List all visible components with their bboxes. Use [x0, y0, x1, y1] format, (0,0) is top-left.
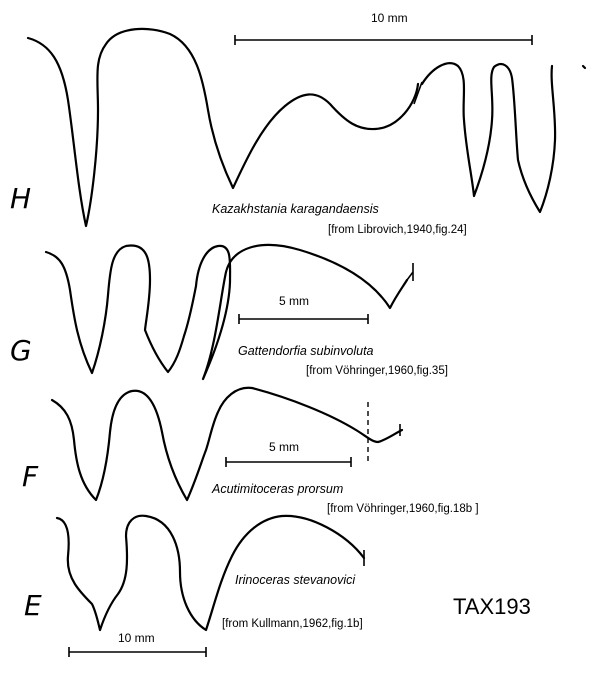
suture-line-h	[26, 27, 420, 228]
suture-h-break-mark	[413, 81, 423, 105]
suture-line-g	[44, 243, 409, 381]
plate-code: TAX193	[453, 594, 531, 619]
scale-bar-g-label: 5 mm	[279, 294, 309, 308]
suture-line-e	[55, 514, 366, 632]
suture-line-f	[50, 386, 404, 502]
suture-g-source: [from Vöhringer,1960,fig.35]	[306, 365, 448, 377]
suture-h-group: 10 mm H Kazakhstania karagandaensis [fro…	[10, 11, 587, 236]
scale-bar-f-label: 5 mm	[269, 440, 299, 454]
suture-e-source: [from Kullmann,1962,fig.1b]	[222, 618, 363, 630]
suture-e-group: 10 mm E Irinoceras stevanovici [from Kul…	[24, 514, 366, 657]
suture-f-group: 5 mm F Acutimitoceras prorsum [from Vöhr…	[22, 386, 479, 515]
suture-g-end-mark	[406, 271, 414, 281]
suture-line-h-right	[420, 62, 557, 214]
suture-h-source: [from Librovich,1940,fig.24]	[328, 224, 467, 236]
suture-e-species: Irinoceras stevanovici	[235, 573, 356, 587]
suture-e-letter: E	[24, 589, 42, 622]
suture-h-letter: H	[10, 182, 31, 215]
scale-bar-e-label: 10 mm	[118, 631, 155, 645]
suture-g-letter: G	[10, 334, 32, 367]
suture-f-source: [from Vöhringer,1960,fig.18b ]	[327, 503, 479, 515]
suture-h-species: Kazakhstania karagandaensis	[212, 202, 379, 216]
suture-g-species: Gattendorfia subinvoluta	[238, 344, 374, 358]
scale-bar-h-label: 10 mm	[371, 11, 408, 25]
suture-f-letter: F	[22, 460, 39, 493]
suture-f-species: Acutimitoceras prorsum	[211, 482, 343, 496]
suture-line-h-end	[581, 64, 587, 70]
suture-g-group: 5 mm G Gattendorfia subinvoluta [from Vö…	[10, 243, 448, 381]
